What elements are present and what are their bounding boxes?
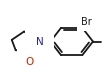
- Text: O: O: [26, 57, 34, 67]
- Text: N: N: [36, 37, 44, 46]
- Text: Br: Br: [81, 17, 92, 27]
